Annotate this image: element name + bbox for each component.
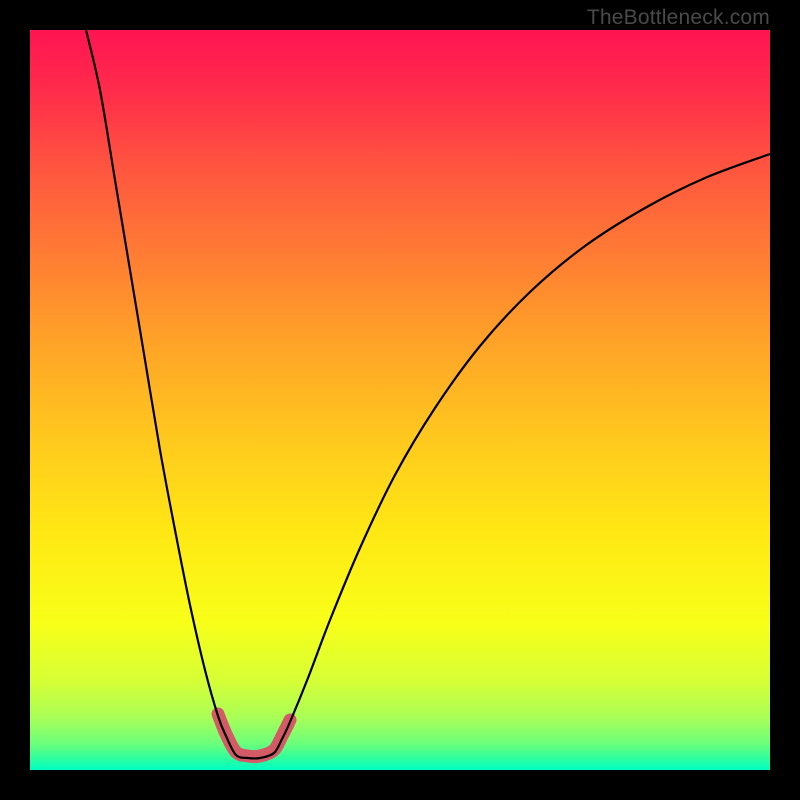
curve-highlight	[218, 714, 290, 757]
chart-plot-area	[30, 30, 770, 770]
chart-curve-layer	[30, 30, 770, 770]
watermark-text: TheBottleneck.com	[587, 6, 770, 30]
bottleneck-curve	[86, 30, 770, 759]
